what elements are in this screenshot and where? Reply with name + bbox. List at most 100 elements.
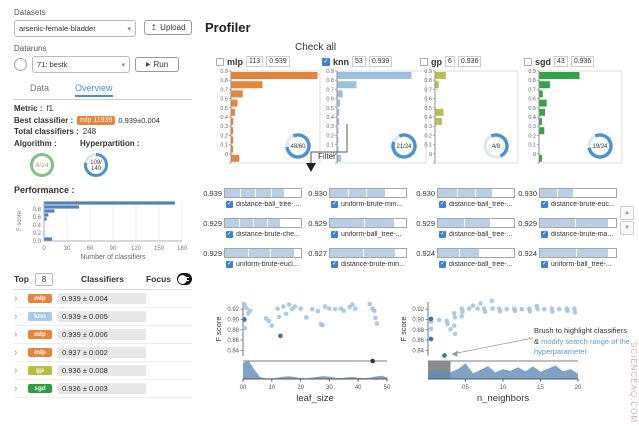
histogram-bar (337, 154, 341, 162)
y-tick-label: 0.2 (528, 133, 536, 139)
y-tick-label: 0.8 (424, 78, 432, 84)
classifier-row[interactable]: › mlp 0.939 ± 0.004 (14, 290, 192, 308)
histogram-bar (44, 208, 55, 213)
classifier-row[interactable]: › mlp 0.937 ± 0.002 (14, 344, 192, 362)
hyperpartition-checkbox[interactable]: ✓ (439, 261, 446, 268)
bar-segment (458, 189, 475, 197)
bar-segment (253, 219, 268, 227)
check-all-label[interactable]: Check all (295, 42, 337, 53)
data-point (332, 306, 338, 312)
y-tick-label: 0.8 (220, 78, 228, 84)
hyperpartition-checkbox[interactable]: ✓ (439, 201, 446, 208)
hyperpartition-checkbox[interactable]: ✓ (541, 261, 548, 268)
algorithm-histogram[interactable]: 0.9 0.8 0.7 0.6 0.5 0.4 0.3 0.2 0.1 0 48/60 (216, 68, 322, 174)
chevron-right-icon[interactable]: › (14, 346, 18, 358)
hyperpartition-checkbox[interactable]: ✓ (331, 261, 338, 268)
hyperpartition-score: 0.929 (518, 219, 537, 228)
algorithm-donut: 4/14 (30, 152, 54, 177)
histogram-bar (44, 212, 49, 217)
focus-toggle[interactable] (176, 273, 192, 285)
histogram-bar (435, 81, 439, 89)
y-tick-label: 0.84 (227, 348, 239, 354)
chevron-right-icon[interactable]: › (14, 328, 18, 340)
bar-segment (475, 189, 493, 197)
data-point (466, 306, 472, 311)
x-tick-label: 40 (355, 385, 362, 391)
y-tick-label: 0.90 (412, 317, 424, 323)
bar-segment (330, 219, 365, 227)
highlighted-data-point (428, 336, 434, 342)
y-tick-label: 0 (429, 152, 432, 158)
donut-arc (285, 133, 311, 159)
hyperpartition-name-row: ✓ distance-brute-euc... (541, 201, 619, 208)
n-neighbors-plot[interactable]: 0.92 0.90 0.88 0.86 0.84 F score 05 10 15 20 n_nei… (396, 288, 586, 404)
y-tick-label: 0.1 (220, 143, 228, 149)
algorithm-histogram[interactable]: 0.9 0.8 0.7 0.6 0.5 0.4 0.3 0.2 0.1 0 4/8 (420, 68, 520, 174)
histogram-bar (435, 72, 446, 79)
hyperpartition-checkbox[interactable]: ✓ (226, 261, 233, 268)
datarun-status-icon[interactable] (14, 58, 27, 71)
dataruns-label: Dataruns (14, 44, 47, 53)
bar-segment (540, 219, 575, 227)
classifiers-label: Classifiers (80, 274, 124, 284)
classifier-row[interactable]: › gp 0.936 ± 0.008 (14, 362, 192, 380)
histogram-bar (539, 90, 543, 98)
data-point (489, 298, 495, 304)
scroll-up-button[interactable]: ▲ (620, 206, 634, 220)
y-tick-label: 0.6 (326, 97, 334, 103)
dataset-select-value: arsenic-female-bladder (19, 24, 96, 33)
hyperpartition-checkbox[interactable]: ✓ (226, 201, 233, 208)
highlighted-data-point (442, 353, 447, 358)
scroll-down-button[interactable]: ▼ (620, 221, 634, 235)
annotation-link2[interactable]: hyperparameter (534, 347, 587, 356)
x-tick-label: 60 (87, 246, 94, 252)
x-tick-label: 90 (110, 246, 117, 252)
hyperpartition-checkbox[interactable]: ✓ (541, 231, 548, 238)
histogram-bar (231, 145, 234, 153)
tab-overview[interactable]: Overview (75, 83, 113, 97)
hyperpartition-checkbox[interactable]: ✓ (331, 201, 338, 208)
chevron-right-icon[interactable]: › (14, 292, 18, 304)
y-tick-label: 0.4 (33, 223, 42, 229)
algorithm-checkbox[interactable] (524, 57, 532, 66)
x-axis-label: n_neighbors (477, 393, 530, 404)
x-axis-label: leaf_size (296, 393, 334, 404)
chevron-right-icon[interactable]: › (14, 310, 18, 322)
hyperpartition-name: uniform-ball_tree-... (551, 261, 612, 268)
y-tick-label: 0.5 (220, 106, 228, 112)
algorithm-checkbox[interactable] (216, 57, 224, 66)
chevron-right-icon[interactable]: › (14, 382, 18, 394)
algorithm-checkbox[interactable] (420, 57, 428, 66)
hyperpartition-name: distance-ball_tree-... (449, 261, 513, 268)
bar-segment (248, 249, 271, 257)
hyperpartition-checkbox[interactable]: ✓ (439, 231, 446, 238)
dataset-select[interactable]: arsenic-female-bladder ▾ (14, 20, 136, 37)
panel-header: sgd 43 0.936 (524, 55, 624, 68)
histogram-bar (231, 136, 234, 144)
y-tick-label: 0.7 (528, 87, 536, 93)
algorithm-panel-gp: gp 6 0.936 0.9 0.8 0.7 0.6 0.5 0.4 0.3 0.2 0.1 0 4/8 (420, 55, 520, 179)
datarun-select[interactable]: 71: bestk ▾ (32, 56, 130, 73)
upload-button[interactable]: ↥ Upload (144, 20, 192, 35)
hyperpartition-checkbox[interactable]: ✓ (541, 201, 548, 208)
chevron-right-icon[interactable]: › (14, 364, 18, 376)
y-tick-label: 0.92 (412, 307, 424, 313)
data-point (541, 306, 547, 312)
algorithm-checkbox[interactable]: ✓ (322, 57, 330, 66)
hyperpartition-checkbox[interactable]: ✓ (331, 231, 338, 238)
run-button[interactable]: ▶ Run (135, 57, 179, 72)
top-count-input[interactable] (34, 272, 53, 286)
algorithm-badge: mlp (28, 293, 52, 303)
datasets-label: Datasets (14, 8, 46, 17)
hyperpartition-score: 0.929 (203, 249, 222, 258)
classifier-row[interactable]: › sgd 0.936 ± 0.003 (14, 380, 192, 398)
algorithm-histogram[interactable]: 0.9 0.8 0.7 0.6 0.5 0.4 0.3 0.2 0.1 0 19/24 (524, 68, 624, 174)
hyperpartition-checkbox[interactable]: ✓ (226, 231, 233, 238)
data-point (445, 321, 450, 327)
tab-data[interactable]: Data (30, 83, 50, 93)
classifier-row[interactable]: › knn 0.939 ± 0.005 (14, 308, 192, 326)
classifier-row[interactable]: › mlp 0.939 ± 0.006 (14, 326, 192, 344)
annotation-link[interactable]: modify search range of the (541, 336, 630, 346)
leaf-size-plot[interactable]: 0.92 0.90 0.88 0.86 0.84 F score 00 10 20 30 40 50 l… (213, 288, 393, 404)
